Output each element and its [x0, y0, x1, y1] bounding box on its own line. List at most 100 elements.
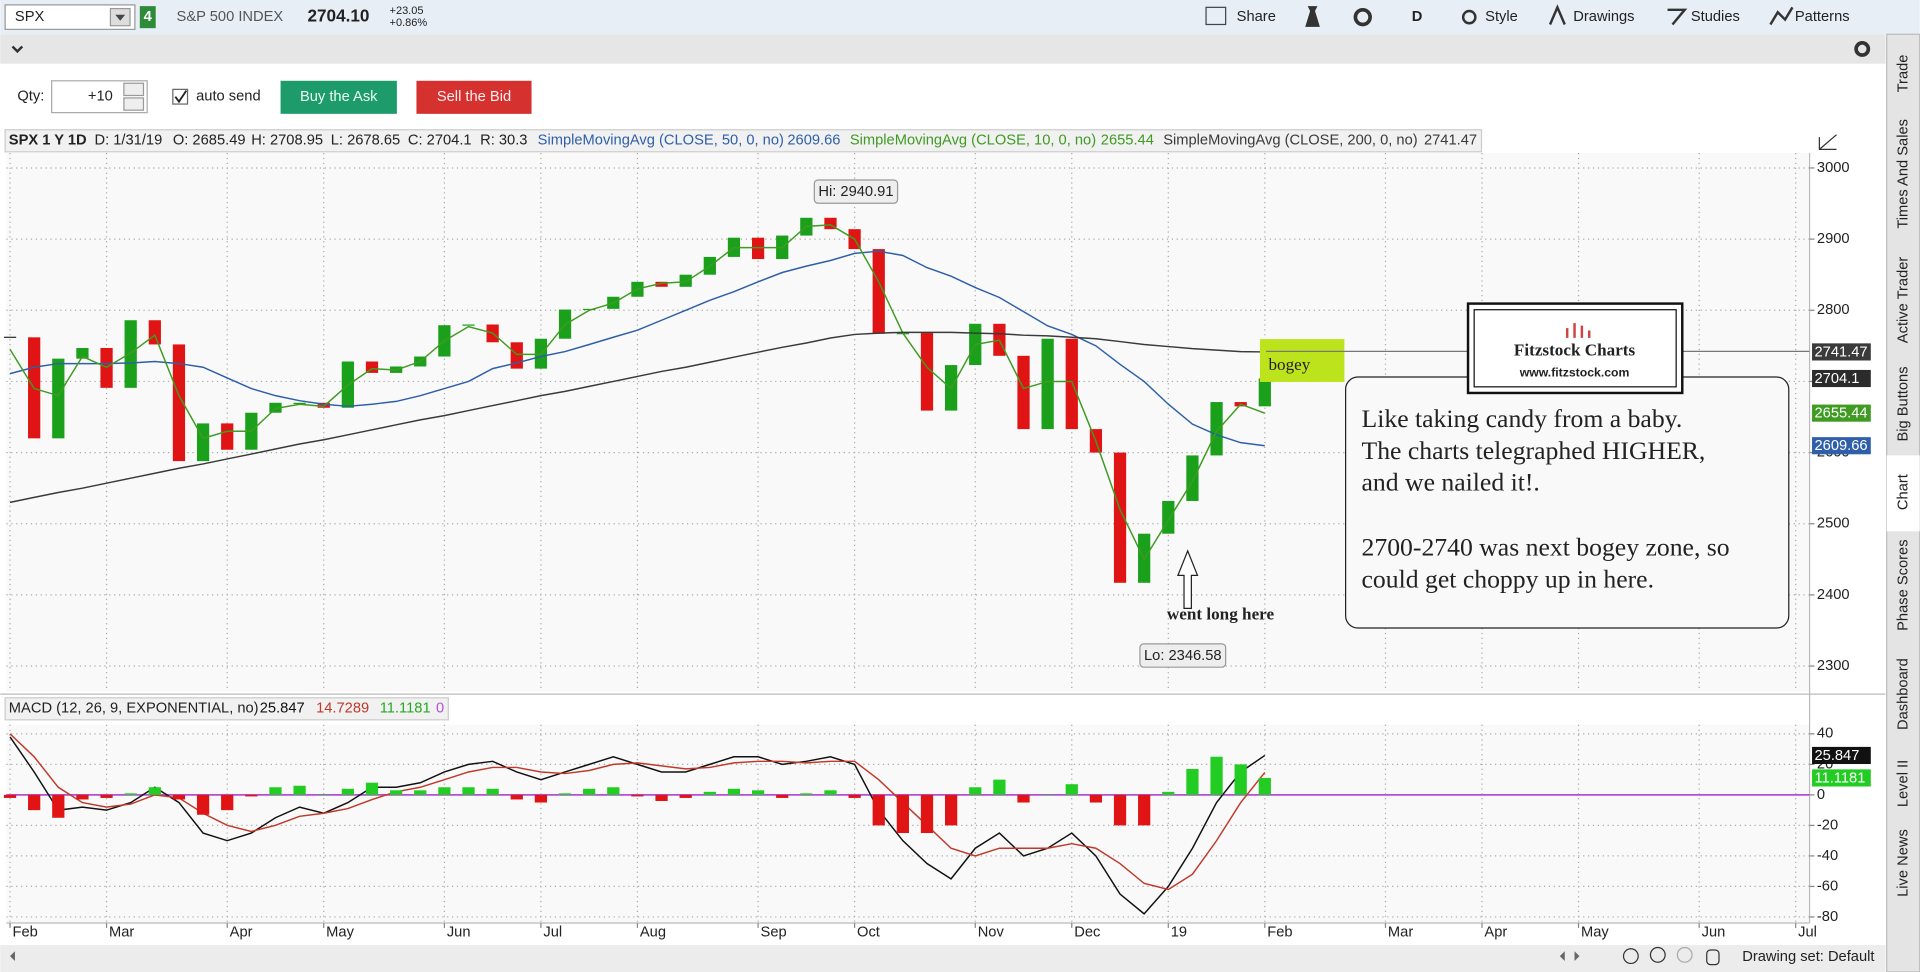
toolbar	[0, 0, 1920, 35]
histogram-bar	[848, 794, 861, 798]
sma-line	[9, 250, 1265, 447]
side-tab[interactable]: Dashboard	[1896, 658, 1912, 730]
legend-value: 25.847	[260, 701, 305, 717]
histogram-bar	[365, 782, 379, 795]
side-tab[interactable]: Chart	[1896, 474, 1912, 510]
legend-value: 11.1181	[380, 701, 431, 717]
candle	[269, 402, 282, 413]
info: O: 2685.49	[173, 133, 246, 149]
y-tick-label: 2500	[1817, 516, 1850, 532]
lo-label: Lo: 2346.58	[1144, 648, 1222, 664]
price-badge-label: 11.1181	[1814, 770, 1865, 786]
side-tab[interactable]: Times And Sales	[1896, 119, 1912, 229]
gear-icon[interactable]	[1353, 7, 1372, 27]
histogram-bar	[1113, 794, 1127, 826]
histogram-bar	[486, 788, 499, 795]
histogram-bar	[993, 779, 1006, 795]
histogram-bar	[607, 787, 620, 795]
x-tick-label: Jul	[1798, 925, 1817, 941]
histogram-bar	[1186, 768, 1199, 795]
x-tick-label: 19	[1171, 925, 1187, 941]
info: D: 1/31/19	[95, 133, 163, 149]
qty-up[interactable]	[123, 82, 145, 97]
toolbar-button[interactable]: Studies	[1691, 9, 1740, 25]
x-tick-label: Jun	[447, 925, 471, 941]
candle	[824, 217, 837, 230]
x-tick-label: Apr	[230, 925, 253, 941]
legend-value: 2609.66	[787, 133, 840, 149]
legend-value: 2655.44	[1101, 133, 1154, 149]
side-tab[interactable]: Big Buttons	[1896, 366, 1912, 441]
share-icon	[1205, 6, 1227, 26]
x-tick-label: Feb	[1267, 925, 1292, 941]
histogram-bar	[317, 794, 330, 796]
info: L: 2678.65	[331, 133, 400, 149]
qty-down[interactable]	[123, 97, 145, 111]
crosshair-icon[interactable]	[1622, 948, 1639, 965]
candle	[655, 281, 668, 287]
toolbar-button[interactable]: Drawings	[1573, 9, 1634, 25]
zoom-in[interactable]	[1649, 946, 1666, 963]
macd-line	[9, 733, 1266, 891]
histogram-bar	[558, 793, 572, 795]
y-tick-label: 2400	[1817, 587, 1850, 603]
histogram-bar	[510, 794, 523, 800]
side-tab[interactable]: Level II	[1896, 760, 1912, 807]
zoom-out[interactable]	[1676, 946, 1693, 963]
note: Like taking candy from a baby.	[1362, 404, 1683, 433]
histogram-bar	[751, 790, 765, 795]
toolbar-button[interactable]: D	[1412, 9, 1423, 25]
buy-button[interactable]	[280, 80, 397, 114]
style-icon	[1461, 9, 1477, 25]
logo-icon	[1565, 323, 1591, 338]
dropdown-arrow	[115, 14, 126, 21]
qty-value: +10	[88, 89, 113, 105]
histogram-bar	[1017, 794, 1030, 803]
y-tick-label: 3000	[1817, 160, 1850, 176]
side-tab[interactable]: Phase Scores	[1896, 539, 1912, 630]
candle	[124, 320, 137, 388]
link-box[interactable]	[139, 6, 156, 29]
histogram-bar	[341, 788, 354, 795]
side-tab[interactable]: Trade	[1896, 55, 1912, 93]
side-tab[interactable]: Active Trader	[1896, 257, 1912, 344]
link: 4	[144, 9, 153, 25]
histogram-bar	[583, 788, 596, 795]
x-tick-label: May	[1581, 925, 1609, 941]
collapse[interactable]	[11, 45, 24, 54]
candle	[196, 423, 210, 462]
candle	[1065, 338, 1078, 430]
drawing-set[interactable]: Drawing set: Default	[1742, 949, 1874, 965]
toolbar-button[interactable]: Style	[1485, 9, 1518, 25]
legend-value: 0	[436, 701, 444, 717]
candle	[462, 324, 475, 326]
legend-entry: SimpleMovingAvg (CLOSE, 10, 0, no)	[850, 133, 1096, 149]
note: could get choppy up in here.	[1362, 564, 1654, 593]
side-tab[interactable]: Live News	[1896, 829, 1912, 897]
drawings-icon	[1548, 4, 1566, 25]
histogram-bar	[1234, 764, 1247, 795]
sub-bar	[0, 34, 1886, 64]
histogram-bar	[872, 794, 885, 826]
candle	[221, 423, 234, 450]
active-tab	[1886, 455, 1920, 532]
histogram-bar	[703, 791, 716, 795]
histogram-bar	[3, 794, 17, 798]
scale-icon[interactable]	[1818, 134, 1837, 150]
pan-icon[interactable]	[1706, 949, 1720, 966]
sma-line	[9, 331, 1265, 504]
buy-label: Buy the Ask	[300, 89, 378, 105]
histogram-bar	[100, 794, 113, 798]
toolbar-button[interactable]: Patterns	[1795, 9, 1850, 25]
histogram-bar	[390, 790, 403, 795]
settings-icon[interactable]	[1854, 41, 1871, 57]
price-badge-label: 2609.66	[1814, 438, 1867, 454]
candle	[1258, 378, 1271, 407]
toolbar-button[interactable]: Share	[1237, 9, 1276, 25]
lab-icon[interactable]	[1305, 6, 1320, 27]
sell-button[interactable]	[416, 80, 532, 114]
legend-value: 2741.47	[1424, 133, 1477, 149]
x-tick-label: Jul	[543, 925, 562, 941]
histogram-bar	[1258, 777, 1271, 795]
sell-label: Sell the Bid	[437, 89, 511, 105]
